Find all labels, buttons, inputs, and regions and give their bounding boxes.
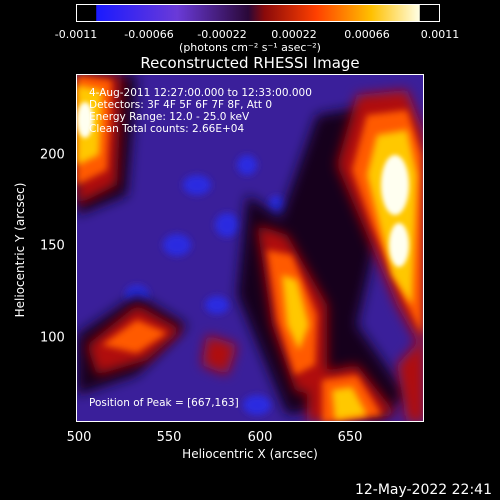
x-axis-label: Heliocentric X (arcsec) [182,447,318,461]
heatmap-image [77,75,423,421]
detectors-label: Detectors: 3F 4F 5F 6F 7F 8F, Att 0 [89,99,273,111]
colorbar-tick-label: -0.0011 [54,28,98,41]
colorbar-tick-label: 0.0011 [420,28,460,41]
colorbar-tick-label: -0.00022 [197,28,247,41]
colorbar [76,4,440,22]
x-tick-label: 500 [66,430,92,445]
x-tick-label: 600 [247,430,273,445]
colorbar-tick-label: 0.00022 [271,28,317,41]
timestamp: 12-May-2022 22:41 [354,482,492,498]
y-axis-label: Heliocentric Y (arcsec) [13,182,27,318]
algorithm-counts-label: Clean Total counts: 2.66E+04 [89,123,245,135]
colorbar-tick-label: -0.00066 [124,28,174,41]
peak-position-label: Position of Peak = [667,163] [89,397,239,409]
solar-image-plot: 4-Aug-2011 12:27:00.000 to 12:33:00.000 … [76,74,424,422]
x-tick-label: 550 [156,430,182,445]
plot-title: Reconstructed RHESSI Image [140,54,360,72]
x-tick-label: 650 [337,430,363,445]
y-tick-label: 100 [40,330,65,346]
energy-range-label: Energy Range: 12.0 - 25.0 keV [89,111,250,123]
colorbar-units: (photons cm⁻² s⁻¹ asec⁻²) [179,41,321,54]
time-range-label: 4-Aug-2011 12:27:00.000 to 12:33:00.000 [89,87,312,99]
colorbar-tick-label: 0.00066 [344,28,390,41]
y-tick-label: 200 [40,147,65,163]
y-tick-label: 150 [40,238,65,254]
